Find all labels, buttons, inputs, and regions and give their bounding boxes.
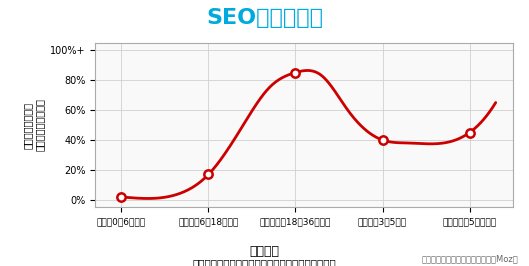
Y-axis label: 検索トラフィック
増加率の前年比平均: 検索トラフィック 増加率の前年比平均 [23,99,44,151]
Text: （プロジェクトによって大幅に異なることがある）: （プロジェクトによって大幅に異なることがある） [193,258,336,266]
Text: 作成：ランド・フィッシュキン（Moz）: 作成：ランド・フィッシュキン（Moz） [422,254,518,263]
Text: 平均期間: 平均期間 [250,245,279,258]
Text: SEOジャーニー: SEOジャーニー [206,8,323,28]
